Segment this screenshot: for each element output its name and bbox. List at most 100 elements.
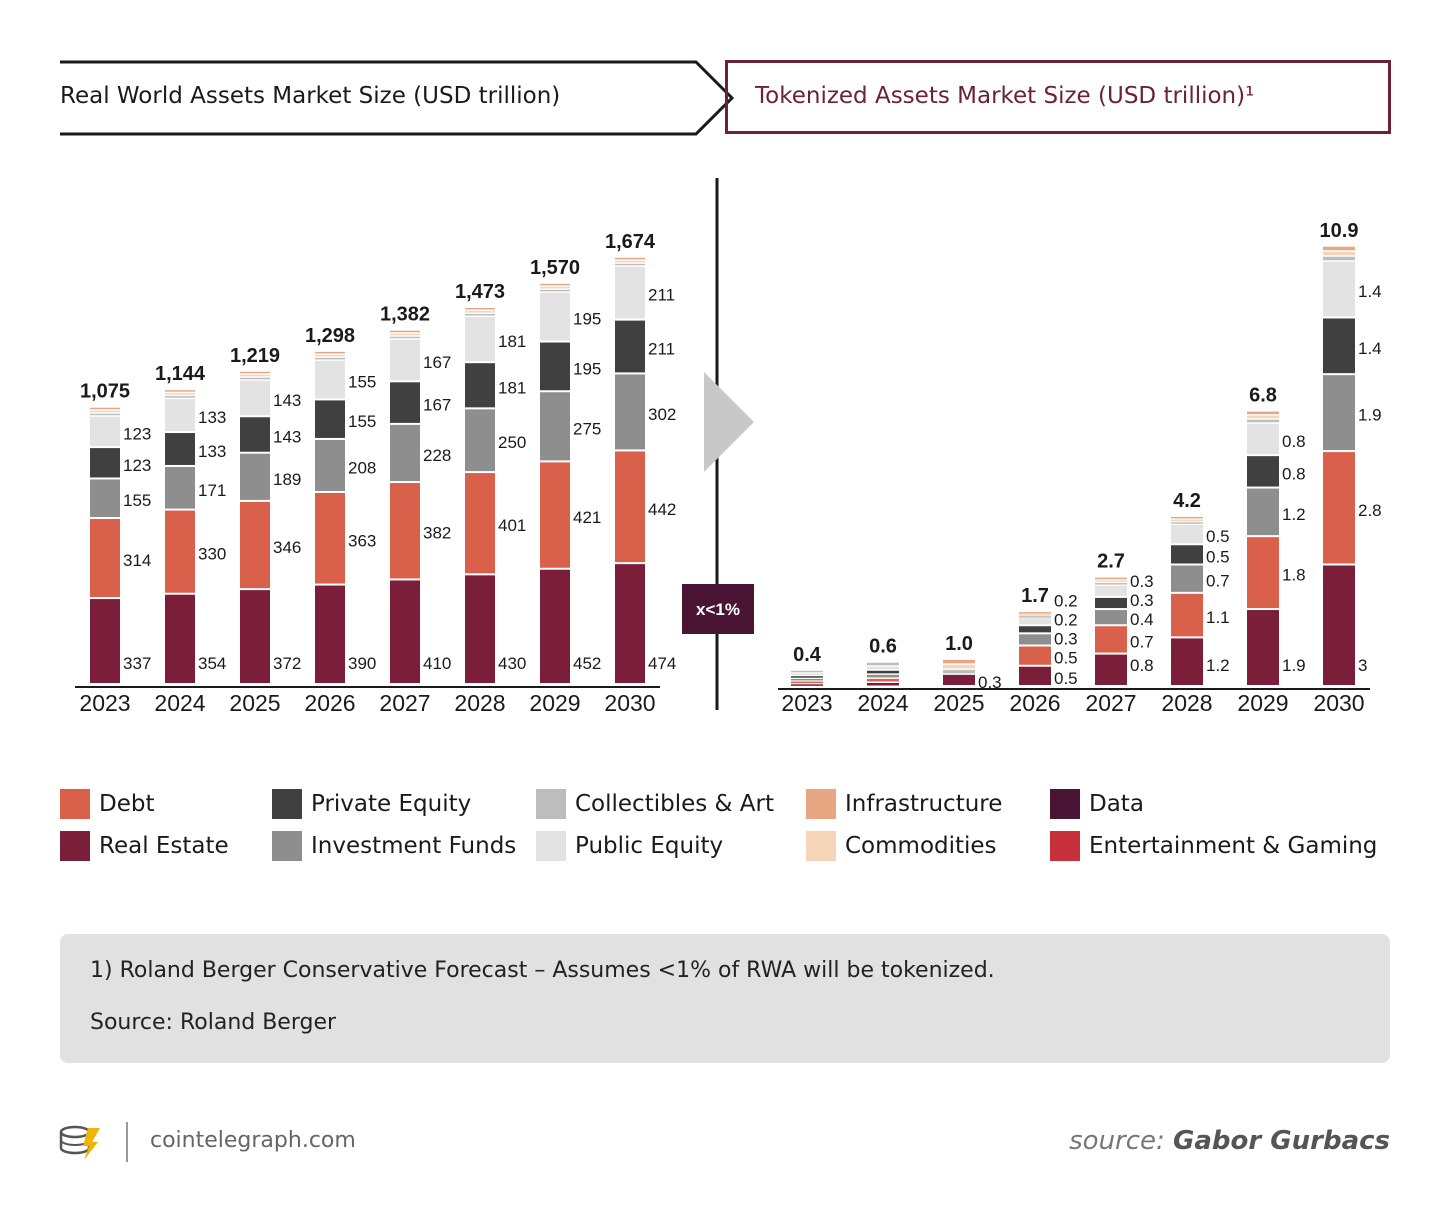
bar-segment-debt	[165, 510, 195, 593]
data-label: 430	[498, 654, 526, 673]
bar-segment-debt	[240, 501, 270, 589]
data-label: 421	[573, 508, 601, 527]
bar-segment-debt	[465, 473, 495, 574]
bar-segment-minor	[867, 674, 899, 678]
data-label: 1.9	[1358, 406, 1382, 425]
bar-segment-investment-funds	[240, 453, 270, 500]
data-label: 0.5	[1054, 669, 1078, 688]
data-label: 363	[348, 531, 376, 550]
bar-segment-real-estate	[1019, 666, 1051, 685]
bar-segment-minor	[390, 330, 420, 333]
data-label: 401	[498, 516, 526, 535]
bar-segment-minor	[615, 257, 645, 260]
bar-segment-minor	[165, 396, 195, 398]
total-label: 1,382	[380, 304, 430, 326]
data-label: 195	[573, 310, 601, 329]
bar-segment-minor	[791, 684, 823, 686]
data-label: 208	[348, 458, 376, 477]
bar-segment-minor	[867, 662, 899, 666]
bar-segment-investment-funds	[315, 439, 345, 491]
legend-label: Real Estate	[99, 833, 229, 859]
year-label: 2030	[604, 690, 655, 716]
bar-segment-minor	[1323, 251, 1355, 256]
data-label: 0.3	[1054, 630, 1078, 649]
legend-item-private-equity: Private Equity	[272, 788, 471, 820]
bar-segment-real-estate	[943, 674, 975, 685]
bar-segment-public-equity	[1247, 423, 1279, 455]
total-label: 1.7	[1021, 585, 1049, 607]
bar-segment-public-equity	[390, 339, 420, 381]
data-label: 0.3	[1130, 591, 1154, 610]
total-label: 1,075	[80, 381, 130, 403]
bar-segment-public-equity	[465, 317, 495, 362]
year-label: 2025	[229, 690, 280, 716]
data-label: 1.4	[1358, 282, 1382, 301]
legend-item-investment-funds: Investment Funds	[272, 830, 516, 862]
bar-segment-minor	[615, 263, 645, 266]
bar-segment-debt	[90, 518, 120, 598]
bar-segment-private-equity	[1095, 597, 1127, 609]
bar-segment-investment-funds	[465, 409, 495, 472]
charts-canvas: 2023 337 314 155 123 123 1,075 2024 354 330 171 133…	[75, 178, 1382, 716]
bar-segment-public-equity	[1171, 525, 1203, 544]
data-label: 1.2	[1206, 656, 1230, 675]
legend-swatch-investment-funds	[272, 831, 302, 861]
bar-segment-real-estate	[1247, 610, 1279, 685]
total-label: 1,570	[530, 257, 580, 279]
header-right-banner	[725, 60, 1391, 134]
bar-segment-debt	[1095, 626, 1127, 653]
year-label: 2027	[379, 690, 430, 716]
data-label: 143	[273, 391, 301, 410]
data-label: 0.7	[1206, 572, 1230, 591]
bar-segment-minor	[791, 676, 823, 678]
bar-segment-minor	[1323, 246, 1355, 251]
bar-segment-debt	[1019, 646, 1051, 665]
bar-segment-minor	[791, 681, 823, 684]
legend-label: Infrastructure	[845, 791, 1003, 817]
total-label: 0.4	[793, 644, 822, 666]
bar-segment-minor	[1171, 516, 1203, 519]
bar-segment-debt	[315, 492, 345, 584]
data-label: 0.8	[1282, 464, 1306, 483]
source-credit: source: Gabor Gurbacs	[1069, 1126, 1390, 1156]
legend-item-public-equity: Public Equity	[536, 830, 723, 862]
total-label: 6.8	[1249, 385, 1277, 407]
bar-segment-public-equity	[615, 266, 645, 319]
data-label: 143	[273, 427, 301, 446]
bar-segment-minor	[867, 682, 899, 686]
data-label: 250	[498, 433, 526, 452]
legend-swatch-collectibles-art	[536, 789, 566, 819]
bar-segment-public-equity	[540, 292, 570, 341]
legend-label: Investment Funds	[311, 833, 517, 859]
data-label: 330	[198, 545, 226, 564]
total-label: 4.2	[1173, 490, 1201, 512]
rwa-chart-title: Real World Assets Market Size (USD trill…	[60, 83, 561, 109]
arrow-icon	[704, 372, 754, 472]
bar-segment-debt	[1171, 593, 1203, 637]
bar-segment-investment-funds	[1095, 610, 1127, 625]
bar-segment-minor	[540, 286, 570, 289]
bar-segment-minor	[791, 678, 823, 681]
year-label: 2027	[1085, 690, 1136, 716]
legend-label: Data	[1089, 791, 1144, 817]
data-label: 0.5	[1054, 649, 1078, 668]
bar-segment-investment-funds	[615, 374, 645, 450]
bar-segment-private-equity	[90, 448, 120, 478]
legend-label: Debt	[99, 791, 155, 817]
header-left-banner	[60, 60, 735, 136]
total-label: 10.9	[1320, 220, 1359, 242]
bar-segment-investment-funds	[1019, 634, 1051, 645]
bar-segment-minor	[1019, 612, 1051, 614]
ratio-badge-label: x<1%	[696, 600, 740, 619]
bar-segment-real-estate	[465, 575, 495, 683]
data-label: 1.1	[1206, 608, 1230, 627]
bar-segment-private-equity	[615, 320, 645, 373]
legend-label: Collectibles & Art	[575, 791, 775, 817]
bar-segment-minor	[90, 410, 120, 413]
legend-label: Public Equity	[575, 833, 724, 859]
data-label: 123	[123, 424, 151, 443]
legend-item-commodities: Commodities	[806, 830, 997, 862]
bar-segment-real-estate	[1095, 654, 1127, 685]
total-label: 0.6	[869, 636, 897, 658]
data-label: 155	[348, 373, 376, 392]
